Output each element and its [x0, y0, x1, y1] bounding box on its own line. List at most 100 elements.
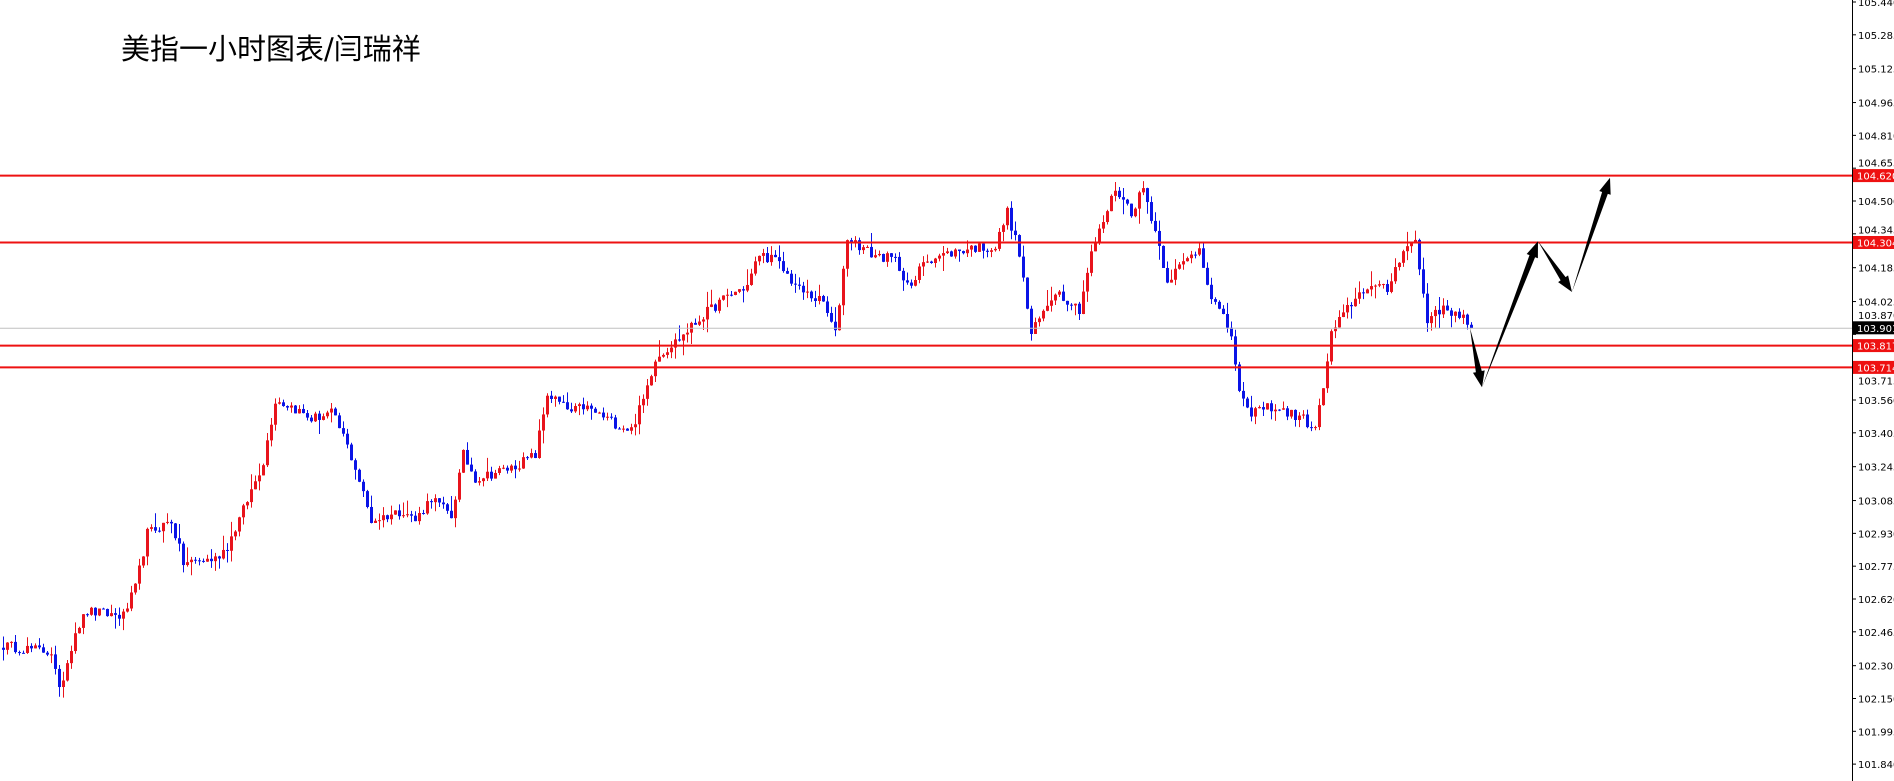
y-tick-label: 102.465 [1858, 628, 1894, 639]
candle-body [146, 528, 149, 557]
candle-body [738, 289, 741, 292]
y-tick-label: 104.965 [1858, 99, 1894, 110]
candle-body [1266, 403, 1269, 410]
candle-body [1318, 405, 1321, 428]
candle-body [594, 408, 597, 413]
candle-body [654, 361, 657, 377]
candle-body [18, 652, 21, 654]
candle-body [238, 517, 241, 532]
y-tick-label: 104.345 [1858, 225, 1894, 236]
candle-body [430, 501, 433, 503]
y-tick-label: 103.715 [1858, 376, 1894, 387]
candle-body [1142, 188, 1145, 193]
candle-body [970, 245, 973, 250]
candle-body [918, 266, 921, 280]
candle-body [1178, 264, 1181, 269]
candle-body [1006, 207, 1009, 226]
y-tick-label: 102.305 [1858, 662, 1894, 673]
candle-body [1246, 398, 1249, 408]
candle-body [222, 549, 225, 559]
candle-body [1354, 298, 1357, 307]
candle-body [634, 424, 637, 428]
candle-body [114, 613, 117, 615]
candle-body [1398, 262, 1401, 268]
candle-body [382, 515, 385, 521]
candle-body [574, 406, 577, 412]
candle-body [730, 294, 733, 296]
candle-body [1414, 239, 1417, 242]
candle-body [446, 504, 449, 511]
candle-body [330, 408, 333, 413]
candle-body [1470, 324, 1473, 329]
candle-body [1274, 409, 1277, 412]
candle-body [806, 291, 809, 293]
candle-body [1194, 254, 1197, 256]
price-label-box [1853, 169, 1894, 183]
candle-body [1442, 305, 1445, 315]
candle-body [306, 413, 309, 418]
candle-body [1174, 268, 1177, 280]
candle-body [618, 428, 621, 430]
candle-body [766, 253, 769, 263]
candle-body [1438, 309, 1441, 315]
candle-body [458, 472, 461, 500]
candle-body [710, 304, 713, 307]
candle-body [914, 279, 917, 286]
candle-body [1090, 251, 1093, 273]
candle-body [1118, 190, 1121, 198]
candle-body [1218, 301, 1221, 309]
candle-body [510, 465, 513, 471]
projection-arrow [1572, 177, 1611, 293]
candle-body [394, 510, 397, 515]
candle-body [2, 647, 5, 650]
candle-body [1186, 258, 1189, 262]
candle-body [994, 248, 997, 251]
candle-body [834, 321, 837, 331]
candle-body [154, 527, 157, 531]
candle-body [1210, 284, 1213, 300]
candle-body [546, 395, 549, 415]
candle-body [1454, 311, 1457, 316]
price-label-box [1853, 235, 1894, 249]
candle-body [642, 398, 645, 406]
candle-body [1254, 408, 1257, 417]
candle-body [1162, 245, 1165, 268]
candle-body [1298, 415, 1301, 420]
candle-body [54, 654, 57, 669]
candle-body [166, 521, 169, 523]
candle-body [638, 405, 641, 425]
candle-body [798, 284, 801, 286]
candle-body [10, 641, 13, 643]
candle-body [622, 428, 625, 430]
y-tick-label: 104.025 [1858, 298, 1894, 309]
candle-body [1234, 336, 1237, 365]
candle-body [714, 304, 717, 311]
candle-body [490, 471, 493, 479]
candle-body [1450, 310, 1453, 316]
candle-body [150, 527, 153, 529]
candle-body [278, 402, 281, 404]
candle-body [1426, 293, 1429, 324]
candle-body [58, 668, 61, 688]
candle-body [1150, 202, 1153, 221]
candle-body [170, 521, 173, 524]
candle-body [586, 405, 589, 410]
candle-body [678, 339, 681, 341]
candle-body [1086, 272, 1089, 292]
candle-body [38, 645, 41, 648]
candle-body [874, 255, 877, 258]
candle-body [954, 249, 957, 257]
y-tick-label: 103.870 [1858, 311, 1894, 322]
candle-body [842, 268, 845, 306]
candle-body [1250, 407, 1253, 417]
candle-body [246, 502, 249, 506]
candle-body [1270, 403, 1273, 412]
candle-body [1206, 267, 1209, 285]
candle-body [250, 489, 253, 503]
candle-body [930, 261, 933, 264]
candle-body [1070, 304, 1073, 306]
candle-body [774, 254, 777, 258]
candle-body [1446, 305, 1449, 311]
candle-body [1386, 284, 1389, 292]
candle-body [86, 614, 89, 616]
